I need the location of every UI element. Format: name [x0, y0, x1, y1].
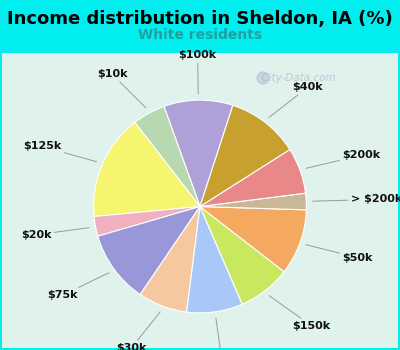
- Wedge shape: [187, 206, 242, 313]
- Text: $100k: $100k: [178, 50, 217, 94]
- Text: Income distribution in Sheldon, IA (%): Income distribution in Sheldon, IA (%): [7, 10, 393, 28]
- Wedge shape: [200, 206, 306, 272]
- Wedge shape: [98, 206, 200, 294]
- Bar: [2, 53, 398, 348]
- Text: $75k: $75k: [47, 273, 109, 300]
- Text: $20k: $20k: [21, 228, 89, 240]
- Text: $10k: $10k: [97, 69, 146, 108]
- Text: White residents: White residents: [138, 28, 262, 42]
- Wedge shape: [135, 106, 200, 206]
- Wedge shape: [94, 206, 200, 236]
- Text: $60k: $60k: [206, 318, 237, 350]
- Circle shape: [257, 72, 269, 84]
- Text: $125k: $125k: [23, 141, 96, 162]
- Wedge shape: [200, 149, 306, 206]
- Wedge shape: [200, 105, 290, 206]
- Text: $150k: $150k: [269, 296, 331, 331]
- Text: > $200k: > $200k: [313, 194, 400, 204]
- Wedge shape: [200, 206, 284, 304]
- Text: $200k: $200k: [306, 150, 380, 168]
- Text: $30k: $30k: [116, 312, 160, 350]
- Text: $40k: $40k: [269, 82, 323, 117]
- Text: $50k: $50k: [306, 245, 372, 263]
- Text: City-Data.com: City-Data.com: [255, 73, 335, 83]
- Wedge shape: [200, 193, 306, 210]
- Wedge shape: [94, 122, 200, 217]
- Wedge shape: [164, 100, 233, 206]
- Wedge shape: [140, 206, 200, 312]
